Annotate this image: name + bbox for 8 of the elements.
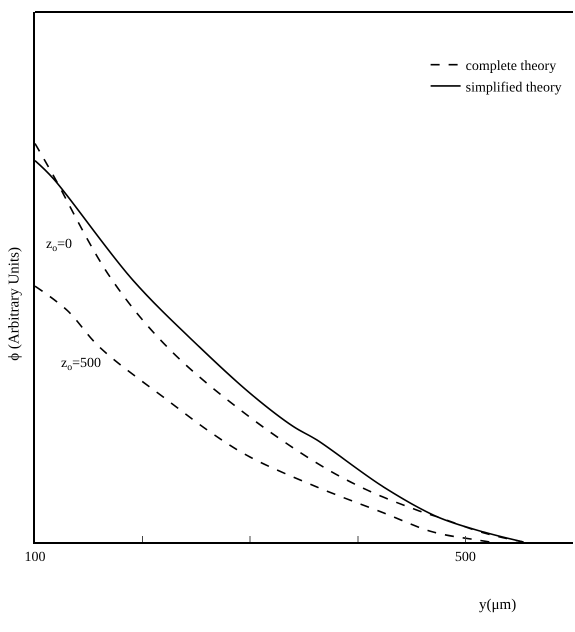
legend-label: complete theory — [466, 59, 556, 74]
y-axis-title: ϕ (Arbitrary Units) — [6, 247, 23, 361]
legend-label: simplified theory — [466, 80, 562, 96]
x-tick-label: 100 — [24, 550, 46, 565]
x-axis-title: y(μm) — [479, 597, 516, 613]
x-tick-label: 500 — [454, 550, 476, 565]
annotation: z$_{o}$=0 — [46, 237, 72, 254]
annotation: z$_{o}$=500 — [61, 356, 102, 373]
